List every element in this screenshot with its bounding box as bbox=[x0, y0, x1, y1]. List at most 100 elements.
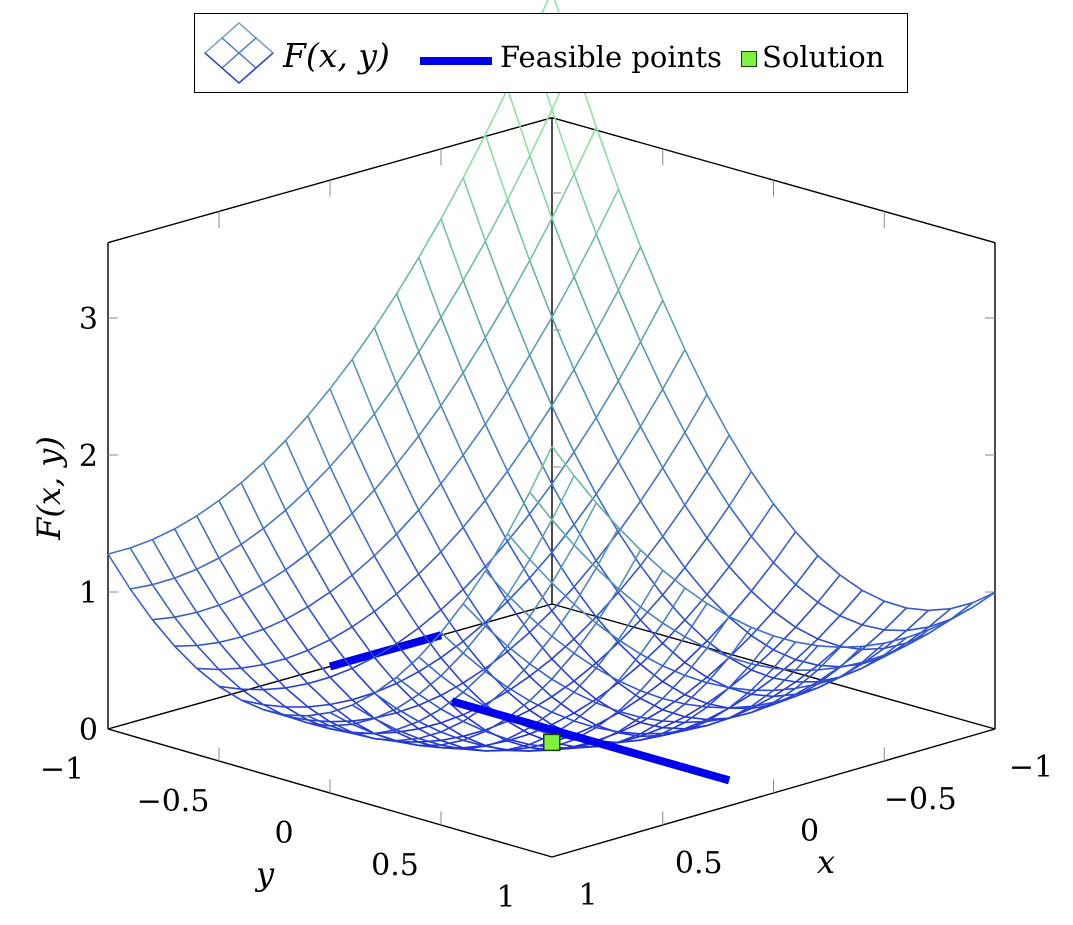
z-tick-label: 1 bbox=[79, 576, 98, 611]
surface-mesh-line bbox=[729, 705, 752, 709]
surface-mesh-line bbox=[218, 557, 242, 597]
surface-mesh-line bbox=[307, 591, 331, 608]
surface-mesh-line bbox=[329, 676, 353, 701]
surface-mesh-line bbox=[551, 658, 575, 682]
surface-mesh-line bbox=[662, 587, 686, 624]
surface-mesh-line bbox=[573, 126, 598, 175]
surface-mesh-line bbox=[307, 722, 331, 727]
surface-mesh-line bbox=[506, 470, 531, 515]
surface-mesh-line bbox=[462, 682, 486, 705]
surface-mesh-line bbox=[351, 717, 375, 726]
surface-mesh-line bbox=[174, 515, 198, 530]
surface-mesh-line bbox=[440, 603, 464, 634]
surface-mesh-line bbox=[329, 639, 353, 669]
surface-mesh-line bbox=[728, 635, 752, 659]
surface-mesh-line bbox=[396, 737, 419, 742]
surface-mesh-line bbox=[462, 177, 487, 242]
x-tick-label: 0.5 bbox=[675, 846, 723, 881]
surface-mesh-line bbox=[662, 674, 686, 700]
surface-mesh-line bbox=[307, 639, 331, 652]
surface-mesh-line bbox=[950, 606, 974, 621]
surface-mesh-line bbox=[551, 451, 575, 485]
x-tick-label: 0 bbox=[800, 814, 819, 849]
surface-mesh-line bbox=[529, 519, 553, 560]
surface-mesh-line bbox=[750, 562, 775, 592]
surface-mesh-line bbox=[662, 594, 686, 621]
surface-mesh-line bbox=[595, 461, 619, 495]
surface-mesh-line bbox=[573, 502, 598, 546]
surface-mesh-line bbox=[396, 707, 420, 723]
surface-mesh-line bbox=[506, 533, 531, 561]
surface-mesh-line bbox=[373, 643, 397, 658]
surface-mesh-line bbox=[928, 618, 952, 631]
surface-mesh-line bbox=[462, 570, 487, 605]
surface-mesh-line bbox=[595, 726, 619, 733]
surface-mesh-line bbox=[484, 240, 509, 301]
surface-mesh-line bbox=[262, 462, 287, 511]
surface-mesh-line bbox=[706, 434, 730, 472]
surface-mesh-line bbox=[329, 466, 353, 514]
surface-mesh-line bbox=[839, 574, 863, 591]
surface-mesh-line bbox=[440, 588, 464, 611]
surface-mesh-line bbox=[440, 483, 464, 528]
surface-mesh-line bbox=[129, 588, 154, 621]
surface-mesh-line bbox=[972, 591, 996, 608]
surface-mesh-line bbox=[396, 670, 420, 685]
surface-mesh-line bbox=[573, 276, 597, 332]
surface-mesh-line bbox=[750, 689, 774, 708]
surface-mesh-line bbox=[551, 603, 575, 637]
surface-mesh-line bbox=[440, 609, 464, 642]
surface-mesh-line bbox=[617, 246, 642, 291]
surface-mesh-line bbox=[418, 218, 442, 258]
surface-mesh-line bbox=[506, 88, 531, 157]
surface-mesh-line bbox=[795, 664, 819, 683]
surface-mesh-line bbox=[507, 740, 530, 749]
surface-mesh-line bbox=[529, 663, 553, 680]
surface-mesh-line bbox=[617, 606, 642, 641]
surface-mesh-line bbox=[373, 489, 398, 535]
surface-mesh-line bbox=[462, 372, 487, 425]
x-tick-label: −0.5 bbox=[884, 782, 957, 817]
surface-mesh-line bbox=[728, 615, 752, 629]
surface-mesh-line bbox=[529, 658, 553, 677]
surface-mesh-line bbox=[262, 569, 287, 585]
feasible-legend-line bbox=[420, 57, 492, 65]
surface-mesh-line bbox=[218, 543, 242, 559]
y-tick-label: 0 bbox=[274, 816, 293, 851]
surface-mesh-line bbox=[728, 590, 752, 618]
surface-mesh-line bbox=[329, 720, 353, 723]
surface-mesh-line bbox=[529, 491, 553, 521]
surface-mesh-line bbox=[618, 739, 641, 744]
surface-mesh-line bbox=[506, 651, 531, 677]
surface-mesh-line bbox=[196, 641, 220, 647]
surface-mesh-line bbox=[418, 316, 442, 353]
surface-mesh-line bbox=[263, 703, 286, 708]
surface-mesh-line bbox=[462, 588, 486, 624]
surface-mesh-line bbox=[817, 645, 841, 649]
surface-mesh-line bbox=[307, 703, 330, 708]
surface-mesh-line bbox=[684, 349, 708, 395]
surface-mesh-line bbox=[640, 732, 663, 741]
surface-mesh-line bbox=[263, 618, 286, 631]
surface-mesh-line bbox=[817, 646, 841, 671]
surface-mesh-line bbox=[662, 642, 686, 664]
surface-mesh-line bbox=[706, 647, 730, 658]
surface-mesh-line bbox=[462, 280, 487, 338]
surface-mesh-line bbox=[329, 723, 353, 727]
surface-mesh-line bbox=[374, 707, 397, 720]
surface-mesh-line bbox=[507, 720, 530, 735]
surface-mesh-line bbox=[240, 688, 264, 706]
surface-mesh-line bbox=[551, 405, 575, 453]
surface-mesh-line bbox=[529, 616, 553, 637]
surface-mesh-line bbox=[263, 687, 286, 691]
surface-mesh-line bbox=[551, 173, 575, 219]
surface-mesh-line bbox=[374, 732, 397, 742]
surface-mesh-line bbox=[684, 682, 708, 705]
surface-mesh-line bbox=[373, 555, 398, 595]
surface-mesh-line bbox=[307, 533, 331, 554]
surface-mesh-line bbox=[218, 667, 242, 671]
surface-mesh-line bbox=[173, 528, 198, 570]
x-tick-label: −1 bbox=[1009, 750, 1053, 785]
surface-mesh-line bbox=[551, 524, 575, 553]
surface-mesh-line bbox=[529, 696, 553, 711]
